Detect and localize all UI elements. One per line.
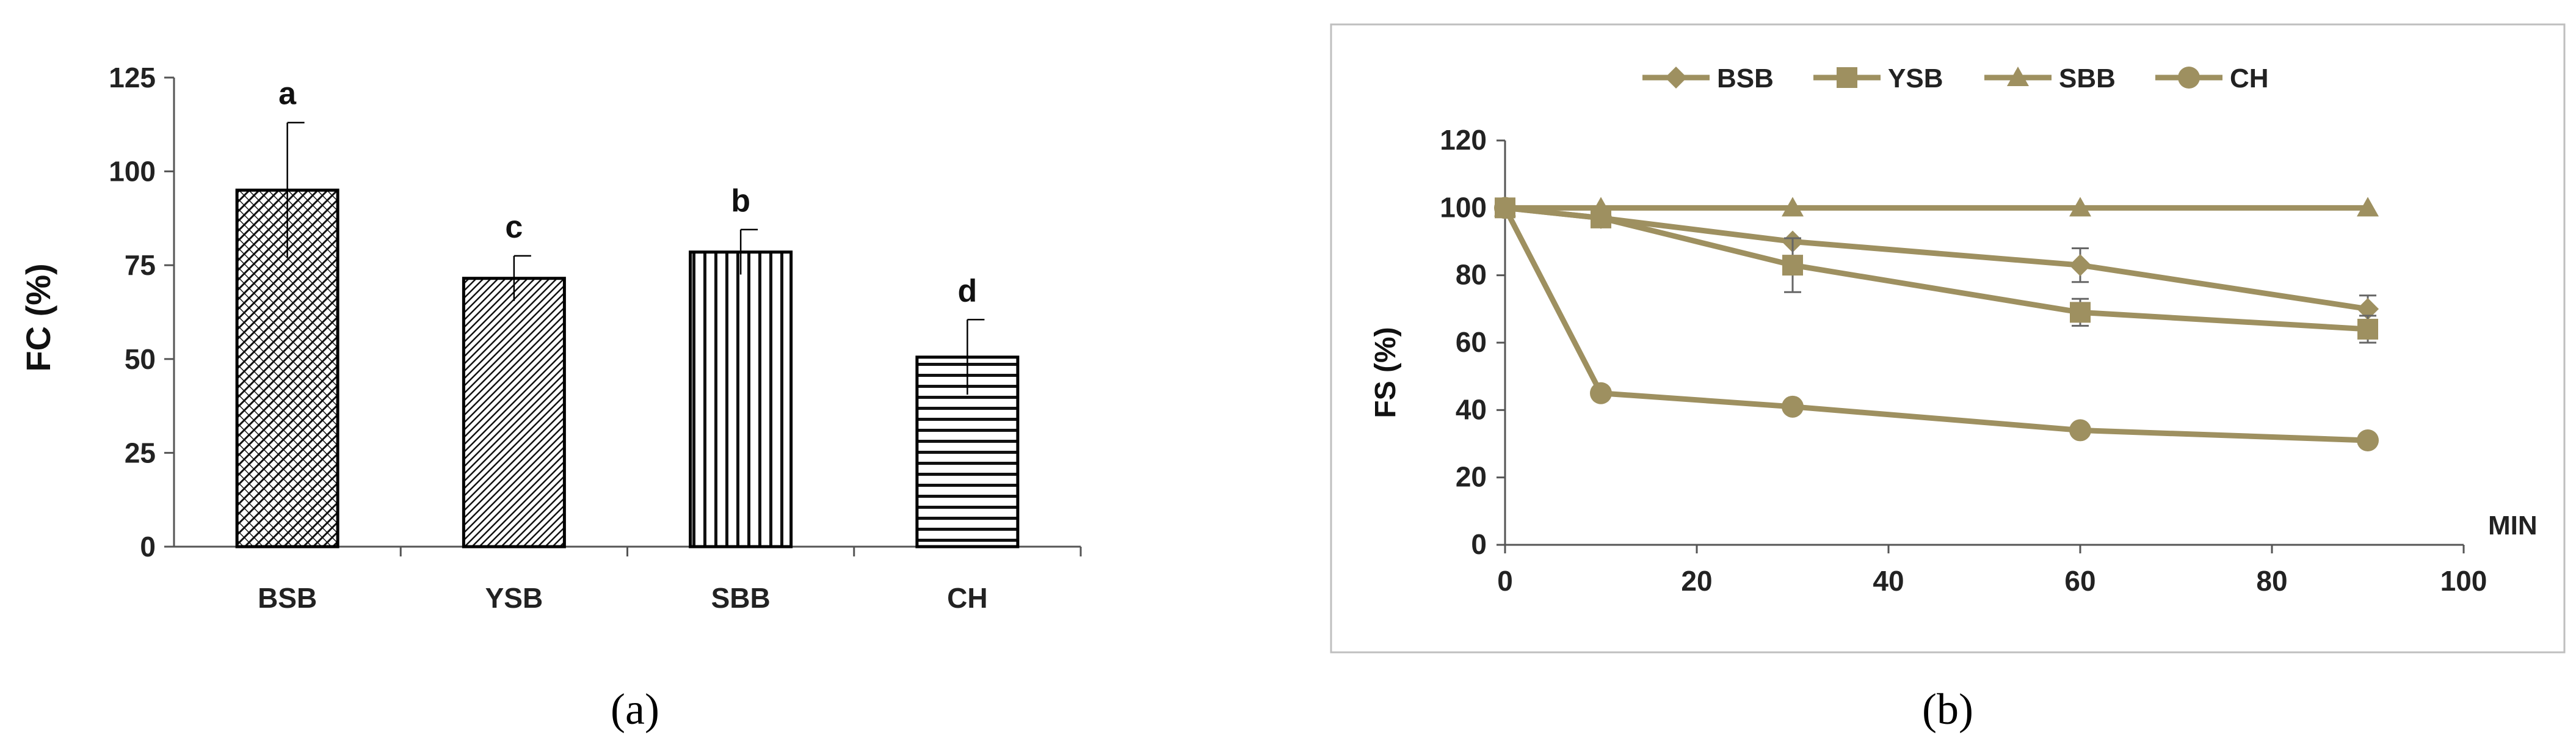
panel-b-x-tick-label: 40 bbox=[1873, 565, 1904, 597]
data-point-ch bbox=[1782, 395, 1804, 418]
panel-a-y-tick-label: 25 bbox=[125, 437, 156, 468]
significance-letter-sbb: b bbox=[731, 183, 750, 219]
panel-a-y-tick-label: 50 bbox=[125, 343, 156, 375]
legend-label-sbb: SBB bbox=[2059, 64, 2116, 93]
legend-entry-bsb: BSB bbox=[1642, 64, 1774, 93]
panel-b-y-tick-label: 40 bbox=[1456, 393, 1487, 425]
category-label-bsb: BSB bbox=[258, 582, 317, 614]
panel-a-y-tick-label: 75 bbox=[125, 249, 156, 281]
bar-ch bbox=[915, 355, 1020, 548]
bar-sbb bbox=[689, 250, 793, 548]
data-point-bsb bbox=[2069, 254, 2091, 277]
legend-label-bsb: BSB bbox=[1717, 64, 1774, 93]
category-label-sbb: SBB bbox=[711, 582, 771, 614]
significance-letter-ysb: c bbox=[505, 210, 523, 245]
panel-b-x-tick-label: 80 bbox=[2256, 565, 2287, 597]
panel-b-x-axis-label: MIN bbox=[2488, 511, 2538, 541]
panel-b-y-tick-label: 60 bbox=[1456, 326, 1487, 358]
data-point-sbb bbox=[2069, 197, 2091, 217]
panel-b-y-axis-label: FS (%) bbox=[1370, 327, 1402, 418]
panel-b-x-tick-label: 60 bbox=[2064, 565, 2095, 597]
panel-a-axes: 0 25 50 75 100 125 bbox=[109, 62, 1082, 563]
data-point-sbb bbox=[1782, 197, 1804, 217]
data-point-bsb bbox=[2357, 297, 2379, 320]
legend-label-ysb: YSB bbox=[1888, 64, 1943, 93]
data-point-sbb bbox=[1590, 197, 1612, 217]
data-point-sbb bbox=[2357, 197, 2379, 217]
panel-b-x-tick-label: 100 bbox=[2440, 565, 2487, 597]
panel-a-bar-chart: FC (%) 0 25 50 75 100 125 a BSB c YSB b SBB d CH (a) bbox=[19, 62, 1082, 734]
panel-b-y-tick-label: 20 bbox=[1456, 461, 1487, 493]
legend-marker-ch bbox=[2178, 67, 2200, 89]
panel-b-y-tick-label: 0 bbox=[1471, 528, 1487, 560]
category-label-ch: CH bbox=[947, 582, 987, 614]
panel-b-series bbox=[1494, 197, 2379, 451]
panel-b-y-tick-label: 80 bbox=[1456, 259, 1487, 291]
legend-marker-sbb bbox=[2007, 67, 2029, 86]
panel-a-y-tick-label: 0 bbox=[140, 531, 156, 563]
panel-a-y-tick-label: 100 bbox=[109, 156, 156, 188]
data-point-ysb bbox=[2357, 318, 2378, 340]
panel-b-line-chart: FS (%) BSB YSB SBB CH 0 20 40 60 80 100 120 0 20 40 6… bbox=[1330, 23, 2566, 734]
legend-entry-sbb: SBB bbox=[1984, 64, 2116, 93]
panel-a-caption: (a) bbox=[611, 685, 659, 734]
panel-a-bars: a BSB c YSB b SBB d CH bbox=[235, 76, 1020, 614]
panel-b-caption: (b) bbox=[1922, 685, 1973, 734]
panel-a-y-axis-label: FC (%) bbox=[19, 263, 57, 371]
series-ch bbox=[1494, 197, 2379, 451]
data-point-ch bbox=[1590, 382, 1612, 404]
category-label-ysb: YSB bbox=[485, 582, 543, 614]
legend-marker-bsb bbox=[1665, 67, 1687, 89]
legend-label-ch: CH bbox=[2230, 64, 2269, 93]
legend-marker-ysb bbox=[1837, 67, 1857, 88]
panel-b-legend: BSB YSB SBB CH bbox=[1642, 64, 2269, 93]
legend-entry-ch: CH bbox=[2155, 64, 2269, 93]
data-point-ch bbox=[2069, 419, 2091, 442]
legend-entry-ysb: YSB bbox=[1813, 64, 1943, 93]
significance-letter-bsb: a bbox=[278, 76, 297, 112]
panel-b-x-tick-label: 0 bbox=[1497, 565, 1513, 597]
bar-ysb bbox=[462, 277, 566, 548]
panel-b-y-tick-label: 100 bbox=[1440, 191, 1487, 223]
data-point-ysb bbox=[1782, 255, 1803, 276]
panel-b-frame bbox=[1330, 23, 2566, 654]
data-point-ch bbox=[2357, 429, 2379, 451]
panel-a-y-tick-label: 125 bbox=[109, 62, 156, 93]
panel-b-x-tick-label: 20 bbox=[1681, 565, 1712, 597]
data-point-ysb bbox=[2070, 302, 2091, 323]
significance-letter-ch: d bbox=[957, 273, 977, 308]
panel-b-y-tick-label: 120 bbox=[1440, 124, 1487, 156]
data-point-ch bbox=[1494, 197, 1516, 219]
